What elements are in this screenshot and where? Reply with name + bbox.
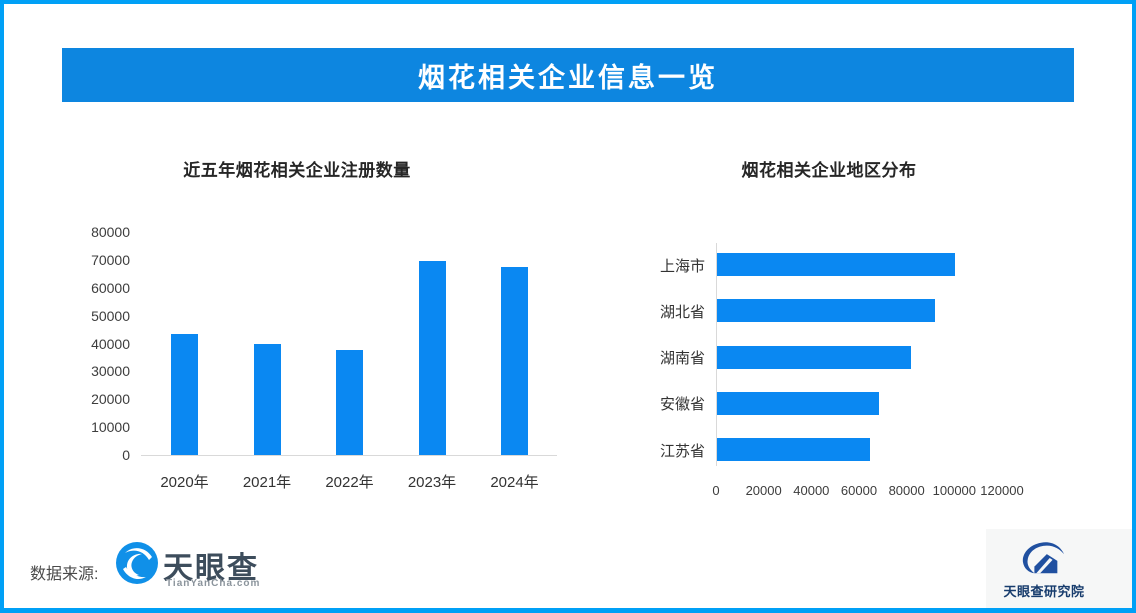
y-axis-category-label: 安徽省: [659, 396, 705, 414]
x-axis-category-label: 2020年: [160, 474, 209, 491]
y-axis-tick-label: 20000: [91, 391, 130, 408]
page-title-bar: 烟花相关企业信息一览: [62, 48, 1074, 102]
x-axis-category-label: 2023年: [407, 474, 457, 491]
y-axis-tick-label: 10000: [91, 419, 130, 436]
bar-湖北省: [717, 299, 936, 323]
page-title: 烟花相关企业信息一览: [418, 62, 718, 93]
bar-上海市: [717, 253, 956, 276]
x-axis-tick-label: 60000: [840, 483, 878, 498]
research-institute-name: 天眼查研究院: [1003, 584, 1085, 599]
y-axis-tick-label: 80000: [91, 224, 130, 240]
bar-安徽省: [717, 391, 879, 415]
y-axis-tick-label: 70000: [91, 251, 130, 268]
bar-湖南省: [717, 345, 912, 369]
bar-江苏省: [717, 438, 870, 462]
x-axis-tick-label: 40000: [793, 483, 830, 498]
x-axis-category-label: 2024年: [490, 474, 539, 491]
research-institute-logo-icon: [1022, 542, 1065, 574]
y-axis-category-label: 上海市: [659, 257, 705, 275]
tianyancha-logo-domain: TianYanCha.com: [166, 578, 261, 589]
y-axis-tick-label: 50000: [91, 307, 130, 324]
y-axis-tick-label: 60000: [91, 279, 130, 296]
bar-2021年: [253, 344, 281, 455]
bar-2023年: [418, 260, 446, 455]
x-axis-tick-label: 120000: [980, 483, 1024, 498]
tianyancha-logo-icon: [116, 542, 158, 584]
x-axis-tick-label: 100000: [932, 483, 977, 498]
y-axis-tick-label: 0: [122, 447, 130, 463]
x-axis-category-label: 2021年: [242, 474, 292, 491]
x-axis-category-label: 2022年: [325, 474, 374, 491]
y-axis-tick-label: 40000: [91, 335, 130, 352]
research-institute-badge: [986, 529, 1136, 613]
bar-2022年: [336, 350, 363, 455]
y-axis-category-label: 湖南省: [659, 350, 705, 368]
y-axis-category-label: 湖北省: [659, 303, 705, 321]
bar-2020年: [171, 333, 198, 455]
left-chart-title: 近五年烟花相关企业注册数量: [183, 161, 411, 180]
x-axis-line: [141, 455, 557, 456]
x-axis-tick-label: 0: [712, 483, 720, 498]
right-chart-title: 烟花相关企业地区分布: [741, 161, 917, 180]
bar-2024年: [501, 266, 528, 455]
data-source-label: 数据来源:: [30, 566, 99, 583]
x-axis-tick-label: 20000: [745, 483, 782, 498]
y-axis-tick-label: 30000: [91, 363, 130, 380]
y-axis-category-label: 江苏省: [659, 442, 705, 460]
x-axis-tick-label: 80000: [888, 483, 925, 498]
tianyancha-logo-text: 天眼查: [163, 552, 259, 585]
y-axis-line: [716, 243, 717, 466]
